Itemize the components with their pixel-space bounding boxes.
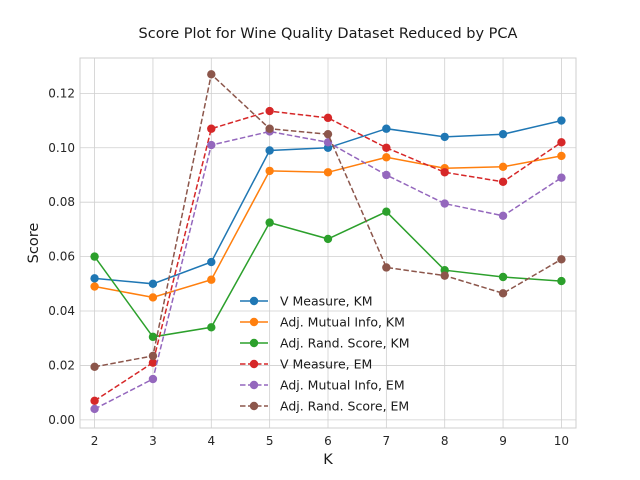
data-point [148, 351, 158, 361]
data-point [323, 129, 333, 139]
data-point [323, 113, 333, 123]
data-point [207, 323, 216, 332]
legend-label: V Measure, KM [280, 294, 373, 309]
legend-label: Adj. Rand. Score, KM [280, 336, 410, 351]
legend-marker [249, 380, 259, 390]
data-point [557, 151, 566, 161]
y-tick-label: 0.10 [48, 141, 75, 155]
data-point [207, 257, 216, 267]
data-point [382, 207, 391, 216]
series-5 [90, 127, 566, 414]
legend: V Measure, KM Adj. Mutual Info, KM Adj. Ra… [240, 294, 410, 414]
data-point [265, 166, 274, 176]
legend-item: Adj. Rand. Score, EM [240, 399, 409, 414]
data-point [440, 168, 449, 177]
data-point [265, 124, 274, 133]
data-point [90, 274, 99, 283]
data-point [498, 211, 508, 220]
data-point [207, 70, 216, 79]
data-point [498, 272, 508, 282]
x-tick-labels: 2 3 4 5 6 7 8 9 10 [91, 434, 569, 448]
x-tick-label: 8 [441, 434, 449, 448]
data-point [323, 168, 333, 177]
data-point [557, 255, 566, 264]
series-lines [90, 70, 566, 414]
data-point [382, 263, 391, 272]
y-axis-label: Score [26, 223, 42, 264]
data-point [382, 124, 391, 133]
legend-marker [249, 359, 259, 369]
data-point [382, 170, 391, 180]
data-point [557, 276, 566, 286]
data-point [382, 143, 391, 152]
x-tick-label: 5 [266, 434, 274, 448]
data-point [265, 106, 274, 116]
data-point [265, 146, 274, 155]
data-point [498, 177, 508, 186]
legend-label: Adj. Mutual Info, EM [280, 378, 405, 393]
y-tick-label: 0.12 [48, 86, 75, 100]
series-2 [90, 151, 566, 302]
legend-marker [249, 296, 259, 306]
data-point [382, 153, 391, 162]
data-point [557, 116, 566, 125]
data-point [148, 293, 158, 302]
x-tick-label: 3 [149, 434, 157, 448]
legend-item: Adj. Mutual Info, EM [240, 378, 405, 393]
y-tick-label: 0.04 [48, 304, 75, 318]
y-tick-labels: 0.00 0.02 0.04 0.06 0.08 0.10 0.12 [48, 86, 75, 426]
legend-marker [249, 338, 259, 348]
y-tick-label: 0.06 [48, 250, 75, 264]
legend-label: V Measure, EM [280, 357, 372, 372]
data-point [440, 199, 449, 208]
x-tick-label: 4 [207, 434, 215, 448]
data-point [498, 289, 508, 298]
data-point [207, 275, 216, 284]
x-tick-label: 7 [383, 434, 391, 448]
data-point [90, 282, 99, 291]
legend-item: V Measure, KM [240, 294, 373, 309]
data-point [90, 362, 99, 371]
legend-marker [249, 317, 259, 327]
data-point [498, 129, 508, 139]
legend-marker [249, 401, 259, 411]
data-point [440, 271, 449, 280]
data-point [323, 234, 333, 244]
data-point [498, 162, 508, 172]
series-4 [90, 106, 566, 405]
legend-item: Adj. Mutual Info, KM [240, 315, 405, 330]
plot-frame [79, 57, 577, 429]
series-6 [90, 70, 566, 371]
legend-item: V Measure, EM [240, 357, 372, 372]
data-point [148, 358, 158, 367]
legend-label: Adj. Rand. Score, EM [280, 399, 409, 414]
x-tick-label: 10 [554, 434, 569, 448]
data-point [207, 140, 216, 150]
x-tick-label: 6 [324, 434, 332, 448]
data-point [90, 252, 99, 261]
chart-title: Score Plot for Wine Quality Dataset Redu… [139, 26, 518, 42]
x-tick-label: 2 [91, 434, 99, 448]
x-axis-label: K [323, 452, 333, 468]
data-point [207, 124, 216, 133]
legend-item: Adj. Rand. Score, KM [240, 336, 410, 351]
data-point [148, 374, 158, 384]
x-tick-label: 9 [499, 434, 507, 448]
data-point [557, 138, 566, 147]
data-point [90, 396, 99, 405]
data-point [440, 132, 449, 142]
data-point [265, 218, 274, 227]
data-point [148, 279, 158, 289]
legend-label: Adj. Mutual Info, KM [280, 315, 405, 330]
y-tick-label: 0.08 [48, 195, 75, 209]
y-tick-label: 0.00 [48, 413, 75, 427]
data-point [90, 404, 99, 414]
data-point [557, 173, 566, 182]
y-tick-label: 0.02 [48, 358, 75, 372]
data-point [148, 332, 158, 342]
